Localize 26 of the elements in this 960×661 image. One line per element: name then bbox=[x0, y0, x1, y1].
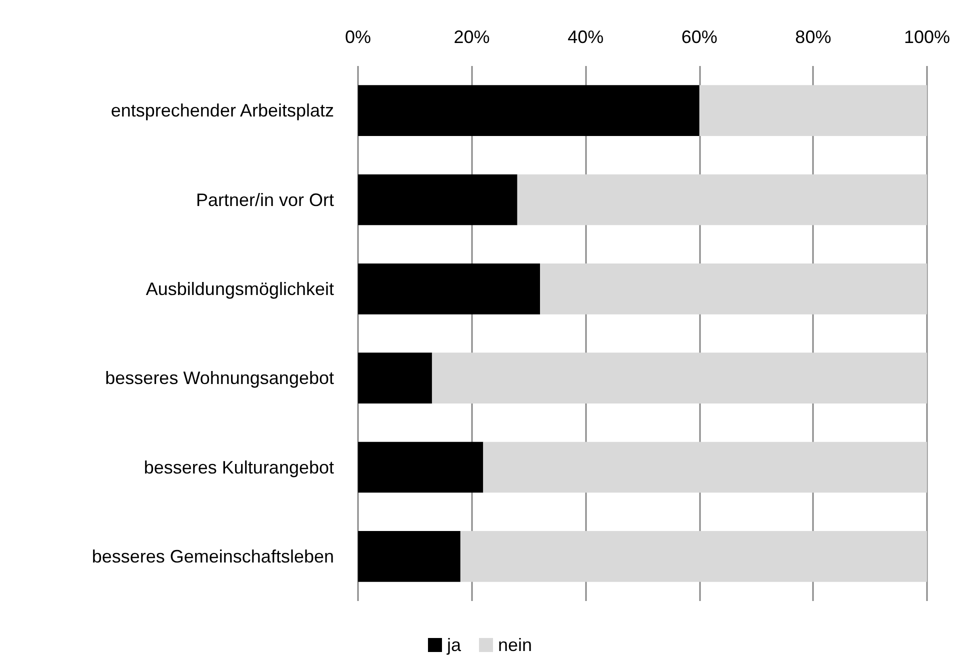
y-tick-label: besseres Kulturangebot bbox=[144, 457, 334, 478]
bar bbox=[460, 531, 927, 582]
bar bbox=[358, 85, 700, 136]
legend-label: ja bbox=[446, 635, 462, 655]
x-tick-label: 100% bbox=[904, 27, 950, 47]
y-tick-label: Ausbildungsmöglichkeit bbox=[146, 278, 334, 299]
x-tick-label: 60% bbox=[681, 27, 718, 47]
bar bbox=[358, 264, 540, 314]
bar bbox=[699, 85, 927, 136]
y-tick-label: besseres Wohnungsangebot bbox=[105, 368, 334, 388]
bar bbox=[358, 174, 518, 226]
x-tick-label: 40% bbox=[568, 27, 604, 47]
bar bbox=[483, 442, 927, 493]
bar bbox=[358, 531, 460, 582]
bar bbox=[432, 352, 927, 404]
bar bbox=[358, 352, 432, 404]
y-tick-label: entsprechender Arbeitsplatz bbox=[110, 100, 334, 121]
y-tick-label: Partner/in vor Ort bbox=[196, 190, 334, 210]
bar bbox=[358, 442, 484, 493]
bar bbox=[540, 264, 927, 314]
x-tick-label: 0% bbox=[344, 27, 372, 47]
bar bbox=[517, 174, 927, 226]
legend-label: nein bbox=[498, 635, 532, 655]
x-tick-label: 20% bbox=[454, 27, 490, 47]
x-tick-label: 80% bbox=[795, 27, 832, 47]
y-tick-label: besseres Gemeinschaftsleben bbox=[92, 546, 334, 566]
